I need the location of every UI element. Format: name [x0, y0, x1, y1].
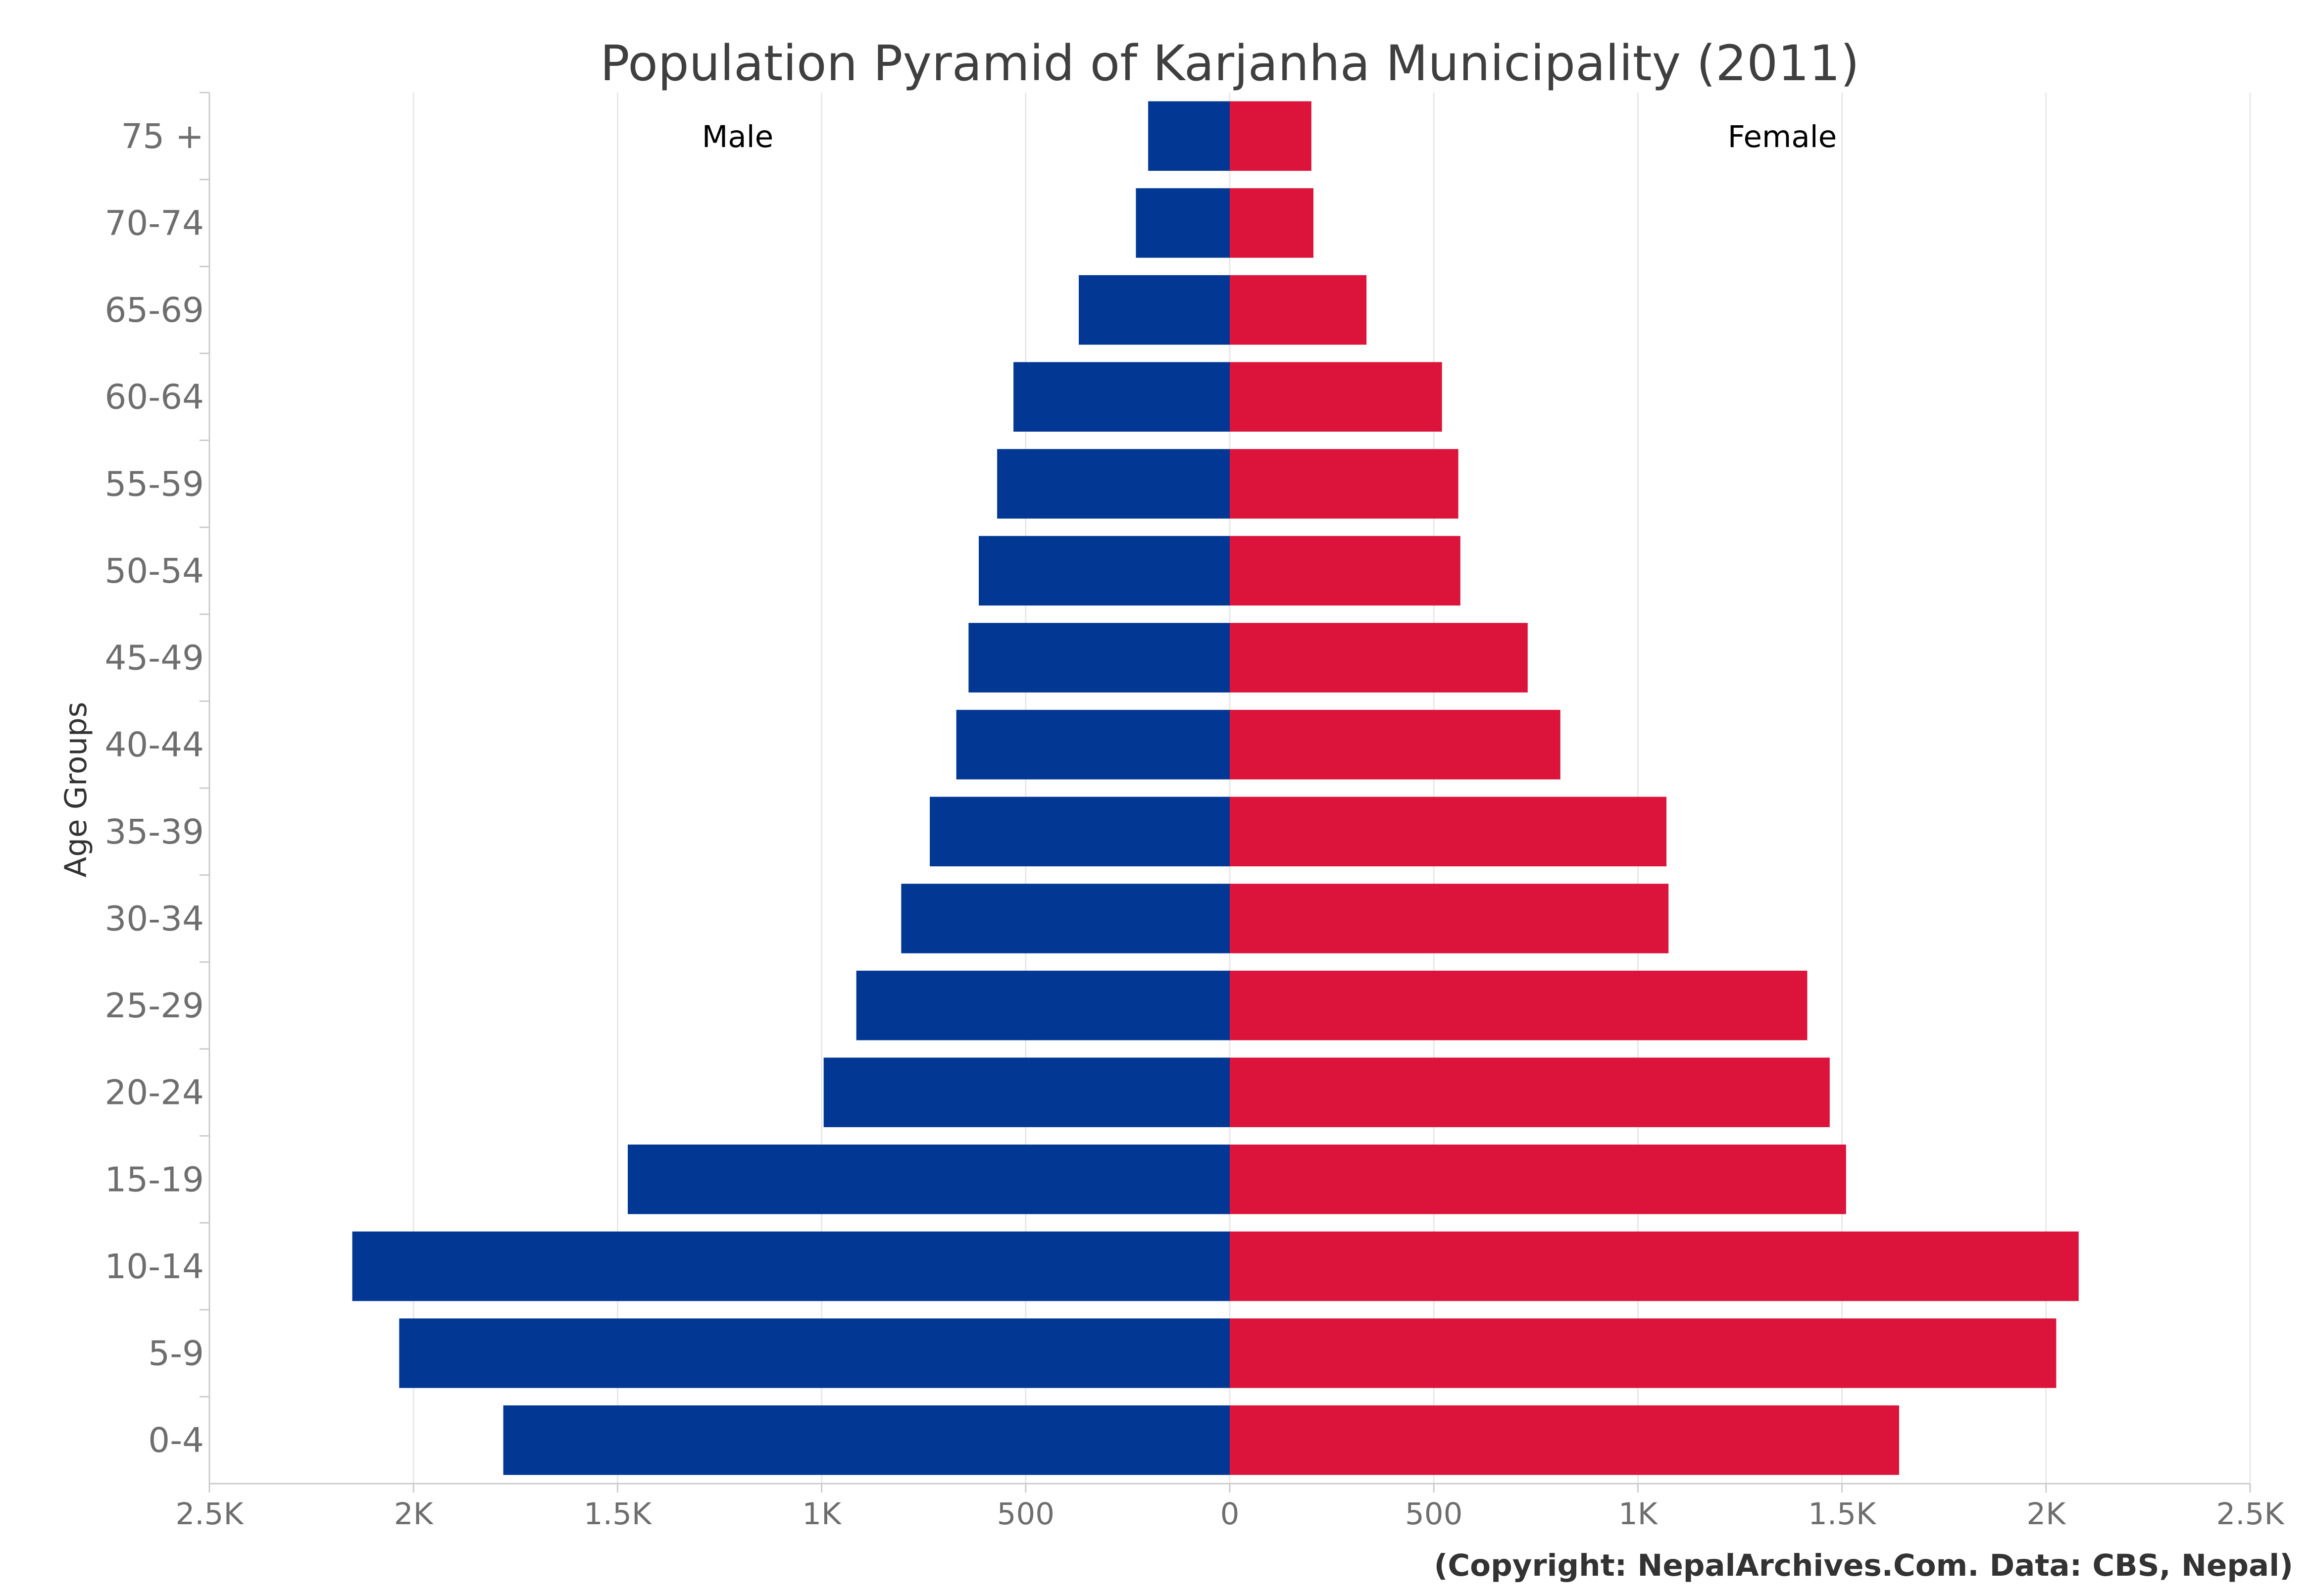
chart-title: Population Pyramid of Karjanha Municipal… [600, 35, 1859, 92]
bar-female[interactable] [1230, 1231, 2079, 1301]
series-label-male: Male [702, 119, 774, 154]
bar-male[interactable] [503, 1405, 1230, 1475]
category-label: 45-49 [105, 639, 204, 678]
x-tick-label: 2.5K [2216, 1496, 2285, 1532]
bar-male[interactable] [352, 1231, 1230, 1301]
bar-male[interactable] [978, 536, 1230, 606]
x-tick-label: 500 [1405, 1496, 1462, 1532]
category-label: 50-54 [105, 551, 204, 591]
bar-male[interactable] [901, 884, 1230, 953]
bar-male[interactable] [997, 449, 1230, 519]
bar-female[interactable] [1230, 536, 1460, 606]
bar-female[interactable] [1230, 709, 1560, 780]
x-tick-label: 0 [1220, 1496, 1240, 1532]
category-label: 55-59 [105, 464, 204, 504]
category-label: 70-74 [105, 203, 204, 243]
axes: 75 + 70-74 65-69 60-64 55-59 50-54 45-49 40-44 3… [105, 92, 2285, 1532]
bar-male[interactable] [930, 797, 1230, 867]
category-label: 10-14 [105, 1247, 204, 1287]
bar-male[interactable] [628, 1145, 1230, 1214]
bar-male[interactable] [1136, 188, 1230, 258]
bar-male[interactable] [1013, 362, 1230, 432]
bar-female[interactable] [1230, 1318, 2057, 1388]
category-label: 20-24 [105, 1073, 204, 1113]
bar-female[interactable] [1230, 1145, 1846, 1214]
bar-male[interactable] [399, 1318, 1230, 1388]
x-tick-label: 1.5K [1808, 1496, 1877, 1532]
bar-female[interactable] [1230, 449, 1458, 519]
bar-female[interactable] [1230, 101, 1311, 171]
bar-male[interactable] [1148, 101, 1230, 171]
bar-male[interactable] [856, 970, 1230, 1041]
category-label: 65-69 [105, 291, 204, 330]
category-label: 40-44 [105, 725, 204, 765]
bar-female[interactable] [1230, 1405, 1900, 1475]
x-tick-label: 1.5K [584, 1496, 653, 1532]
x-tick-label: 2K [394, 1496, 434, 1532]
bars [352, 101, 2079, 1475]
x-tick-label: 2.5K [175, 1496, 244, 1532]
bar-female[interactable] [1230, 362, 1442, 432]
bar-male[interactable] [1078, 275, 1230, 345]
credit-text: (Copyright: NepalArchives.Com. Data: CBS… [1434, 1548, 2293, 1583]
bar-female[interactable] [1230, 623, 1528, 693]
bar-male[interactable] [823, 1057, 1230, 1127]
bar-female[interactable] [1230, 1057, 1830, 1127]
bar-female[interactable] [1230, 797, 1667, 867]
bar-male[interactable] [956, 709, 1230, 780]
bar-female[interactable] [1230, 884, 1669, 953]
category-label: 25-29 [105, 986, 204, 1026]
x-tick-label: 1K [802, 1496, 842, 1532]
category-label: 0-4 [148, 1421, 204, 1460]
category-label: 30-34 [105, 899, 204, 939]
y-axis-title: Age Groups [58, 702, 94, 878]
category-label: 75 + [121, 117, 204, 156]
bar-female[interactable] [1230, 275, 1367, 345]
series-label-female: Female [1728, 119, 1837, 154]
bar-female[interactable] [1230, 970, 1808, 1041]
x-tick-label: 1K [1618, 1496, 1658, 1532]
category-label: 15-19 [105, 1160, 204, 1199]
bar-female[interactable] [1230, 188, 1314, 258]
bar-male[interactable] [968, 623, 1230, 693]
x-tick-label: 2K [2026, 1496, 2066, 1532]
x-tick-label: 500 [997, 1496, 1055, 1532]
category-label: 60-64 [105, 378, 204, 417]
category-label: 5-9 [148, 1334, 204, 1374]
category-label: 35-39 [105, 812, 204, 852]
